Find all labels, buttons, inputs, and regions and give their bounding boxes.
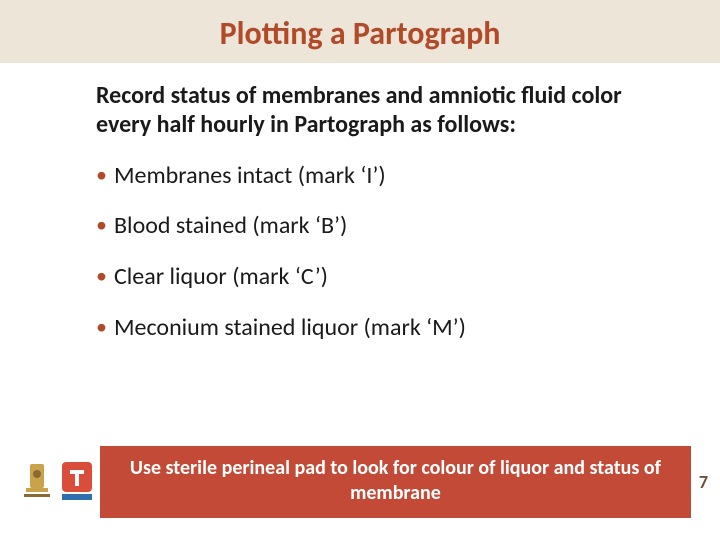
list-item: Meconium stained liquor (mark ‘M’) [96, 314, 652, 343]
bullet-list: Membranes intact (mark ‘I’) Blood staine… [96, 162, 652, 343]
nhm-logo-icon [60, 460, 94, 504]
title-band: Plotting a Partograph [0, 0, 720, 63]
india-national-emblem-icon [20, 460, 54, 504]
footer-strip: Use sterile perineal pad to look for col… [0, 446, 720, 518]
list-item: Clear liquor (mark ‘C’) [96, 263, 652, 292]
footer-logos [20, 460, 94, 504]
slide-body: Record status of membranes and amniotic … [0, 63, 720, 343]
intro-paragraph: Record status of membranes and amniotic … [96, 81, 652, 140]
list-item: Membranes intact (mark ‘I’) [96, 162, 652, 191]
page-number: 7 [699, 471, 708, 493]
slide-title: Plotting a Partograph [0, 14, 720, 53]
list-item: Blood stained (mark ‘B’) [96, 212, 652, 241]
footer-note: Use sterile perineal pad to look for col… [100, 446, 691, 518]
